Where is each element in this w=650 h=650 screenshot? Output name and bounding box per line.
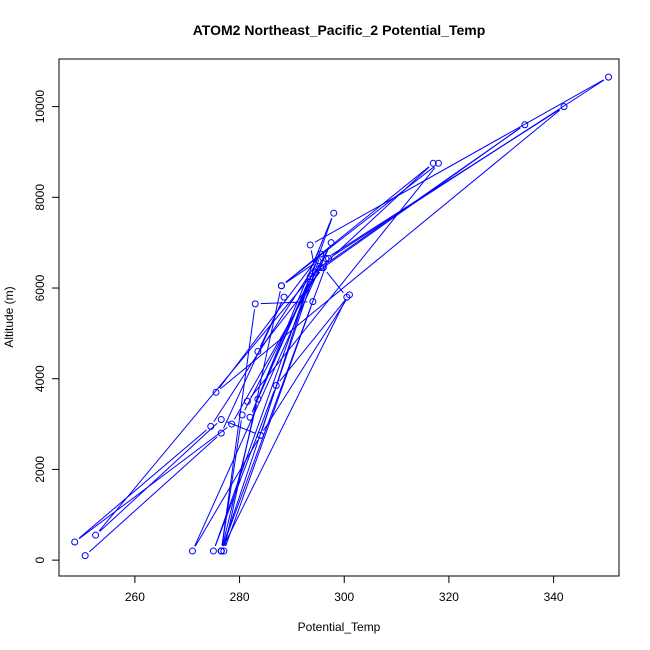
series-line-segment [222,259,320,547]
series-line-segment [213,265,316,422]
x-tick-label: 340 [544,590,564,604]
series-line-segment [226,421,256,434]
data-point [209,547,217,555]
series-line-segment [285,166,435,283]
data-point [280,293,288,301]
series-line-segment [330,109,560,257]
data-point [317,264,325,272]
x-tick-label: 280 [230,590,250,604]
plot-area [58,58,620,577]
chart-title: ATOM2 Northeast_Pacific_2 Potential_Temp [193,22,486,38]
series-line-segment [326,271,344,294]
data-point [319,264,327,272]
data-point [306,241,314,249]
x-axis: 260 280 300 320 340 [125,575,564,604]
data-point [345,291,353,299]
x-axis-label: Potential_Temp [298,620,381,634]
data-point [220,547,228,555]
series-line-segment [214,390,275,547]
data-point [311,268,319,276]
points-layer [71,73,613,560]
series-line-segment [222,263,328,547]
data-point [217,416,225,424]
x-tick-label: 300 [334,590,354,604]
data-point [521,121,529,129]
y-tick-label: 6000 [33,274,47,301]
series-line-segment [324,127,521,265]
series-line-segment [219,109,561,390]
data-point [306,273,314,281]
data-point [429,159,437,167]
data-point [217,547,225,555]
data-point [306,275,314,283]
series-line-segment [88,436,218,553]
data-point [254,348,262,356]
data-point [71,538,79,546]
y-tick-label: 2000 [33,456,47,483]
data-point [238,411,246,419]
series-line-segment [98,262,323,532]
data-point [327,239,335,247]
series-line-segment [263,299,347,432]
series-line-segment [194,439,259,547]
series-line-segment [233,272,319,420]
data-point [251,300,259,308]
series-line-segment [285,263,314,284]
series-line-segment [99,422,218,532]
data-point [256,431,264,439]
data-point [277,282,285,290]
data-point [605,73,613,81]
data-point [272,382,280,390]
series-line-segment [250,167,436,398]
y-axis: 0 2000 4000 6000 8000 10000 [33,90,60,563]
data-point [246,413,254,421]
data-point [560,103,568,111]
data-point [217,429,225,437]
series-line-segment [78,429,207,539]
series-line-segment [251,281,309,413]
x-tick-label: 260 [125,590,145,604]
y-tick-label: 8000 [33,184,47,211]
data-point [81,552,89,560]
data-point [434,159,442,167]
x-tick-label: 320 [439,590,459,604]
data-point [309,298,317,306]
data-point [330,209,338,217]
data-point [207,422,215,430]
series-line-segment [225,306,312,547]
y-axis-label: Altitude (m) [2,286,16,347]
series-line-segment [285,166,430,283]
y-tick-label: 4000 [33,365,47,392]
data-point [92,531,100,539]
series-line-segment [310,250,315,267]
y-tick-label: 0 [33,556,47,563]
data-point [188,547,196,555]
series-line-segment [223,301,345,547]
data-point [325,255,333,263]
data-point [322,255,330,263]
data-point [317,250,325,258]
data-point [228,420,236,428]
data-point [314,257,322,265]
series-layer [78,79,605,553]
series-line-segment [314,79,604,243]
series-line-segment [78,426,228,540]
series-line-segment [279,298,347,382]
y-tick-label: 10000 [33,90,47,124]
data-point [243,397,251,405]
data-point [212,388,220,396]
series-line-segment [251,218,333,413]
data-point [254,395,262,403]
